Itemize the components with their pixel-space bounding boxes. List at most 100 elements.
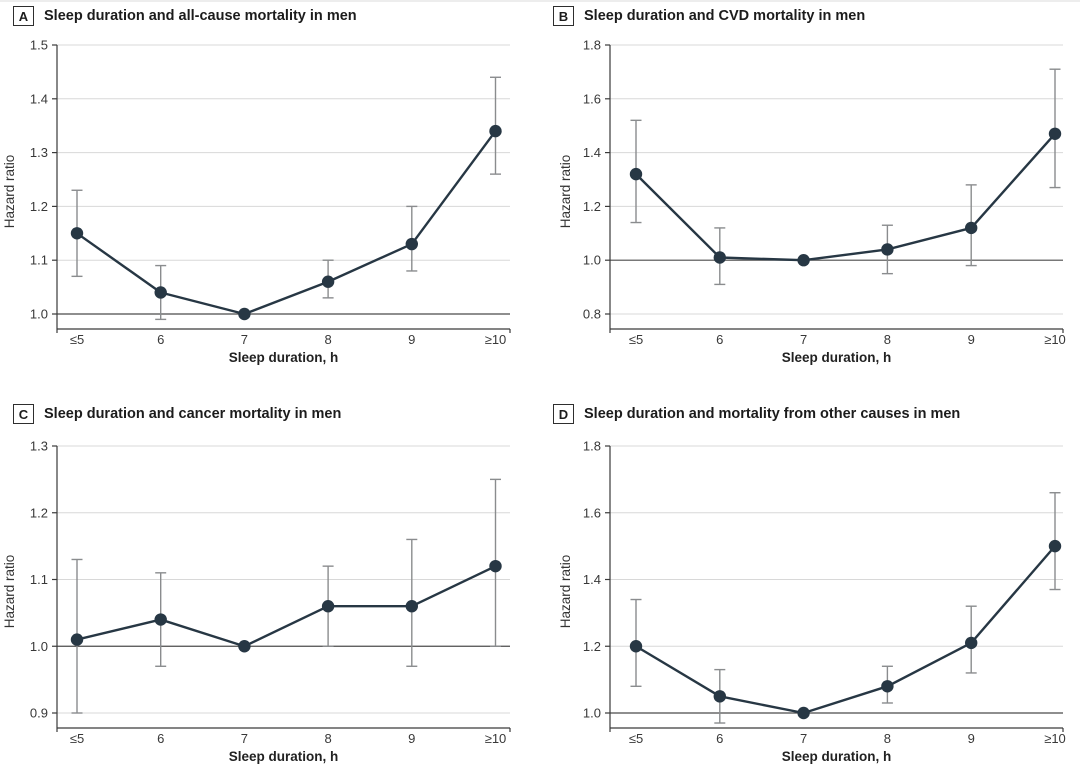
y-tick-label: 1.0 <box>30 307 48 322</box>
panel-label-badge: D <box>553 404 574 424</box>
y-tick-label: 0.8 <box>583 307 601 322</box>
plot-area: 0.8 1.0 1.2 1.4 1.6 1.8 ≤5 6 7 8 9 ≥10 Sleep duratio… <box>558 38 1066 366</box>
data-point <box>629 167 643 181</box>
y-tick-label: 1.6 <box>583 505 601 520</box>
y-tick-label: 1.6 <box>583 91 601 106</box>
x-axis-title: Sleep duration, h <box>229 749 339 764</box>
data-point <box>489 559 502 573</box>
y-tick-label: 1.4 <box>583 145 601 160</box>
data-point <box>965 636 978 650</box>
trend-line <box>76 130 497 316</box>
data-point <box>1048 127 1062 140</box>
panel-b-header: B Sleep duration and CVD mortality in me… <box>553 6 865 26</box>
y-tick-label: 1.4 <box>583 572 601 587</box>
x-axis-title: Sleep duration, h <box>782 350 892 365</box>
chart-d: 1.0 1.2 1.4 1.6 1.8 ≤5 6 7 8 9 ≥10 Sleep duration, … <box>558 439 1066 765</box>
x-axis-title: Sleep duration, h <box>782 749 892 764</box>
x-tick-label: 9 <box>408 731 415 746</box>
data-point <box>1048 539 1062 553</box>
x-tick-label: ≤5 <box>70 731 84 746</box>
panel-d: D Sleep duration and mortality from othe… <box>540 389 1080 776</box>
x-tick-label: 6 <box>157 332 164 347</box>
panel-a: A Sleep duration and all-cause mortality… <box>0 2 540 389</box>
plot-area: 0.9 1.0 1.1 1.2 1.3 ≤5 6 7 8 9 ≥10 Sleep duration, … <box>2 439 511 764</box>
data-point <box>797 254 810 267</box>
data-point <box>713 251 726 264</box>
trend-line <box>635 545 1056 715</box>
panel-title: Sleep duration and mortality from other … <box>584 406 961 422</box>
data-point <box>797 706 810 720</box>
x-tick-label: 7 <box>800 332 807 347</box>
panel-label-badge: C <box>13 404 34 424</box>
x-axis-title: Sleep duration, h <box>229 350 339 365</box>
panel-title: Sleep duration and CVD mortality in men <box>584 8 866 24</box>
panel-title: Sleep duration and cancer mortality in m… <box>44 406 342 422</box>
data-point <box>154 286 167 299</box>
y-axis-title: Hazard ratio <box>558 555 573 629</box>
y-tick-label: 1.8 <box>583 439 601 454</box>
x-tick-label: 8 <box>884 731 891 746</box>
panel-c-header: C Sleep duration and cancer mortality in… <box>13 404 341 424</box>
chart-c: 0.9 1.0 1.1 1.2 1.3 ≤5 6 7 8 9 ≥10 Sleep duration, … <box>2 439 511 764</box>
y-tick-label: 1.2 <box>583 199 601 214</box>
data-point <box>238 307 251 321</box>
panel-label-badge: A <box>13 6 34 26</box>
data-point <box>489 124 502 138</box>
x-tick-label: 9 <box>408 332 415 347</box>
x-tick-label: 6 <box>716 332 723 347</box>
y-tick-label: 1.3 <box>30 145 48 160</box>
y-tick-label: 1.0 <box>30 639 48 654</box>
trend-line <box>76 565 497 648</box>
y-tick-label: 1.2 <box>583 639 601 654</box>
x-tick-label: 8 <box>324 731 331 746</box>
x-tick-label: ≥10 <box>485 731 507 746</box>
data-point <box>881 680 894 693</box>
y-tick-label: 1.2 <box>30 199 48 214</box>
x-tick-label: 9 <box>968 731 975 746</box>
x-tick-label: 7 <box>241 731 248 746</box>
x-tick-label: 6 <box>157 731 164 746</box>
chart-b: 0.8 1.0 1.2 1.4 1.6 1.8 ≤5 6 7 8 9 ≥10 Sleep duratio… <box>558 38 1066 366</box>
x-tick-label: ≤5 <box>629 332 643 347</box>
y-tick-label: 1.0 <box>583 253 601 268</box>
x-tick-label: ≥10 <box>1044 731 1066 746</box>
y-tick-label: 1.5 <box>30 38 48 53</box>
data-point <box>405 237 418 251</box>
data-point <box>238 640 251 653</box>
panel-label-badge: B <box>553 6 574 26</box>
y-tick-label: 1.1 <box>30 253 48 268</box>
data-point <box>154 613 167 626</box>
data-point <box>70 227 84 240</box>
x-tick-label: ≥10 <box>1044 332 1066 347</box>
y-tick-label: 1.4 <box>30 91 48 106</box>
data-point <box>321 275 335 288</box>
data-point <box>881 243 894 256</box>
y-tick-label: 1.8 <box>583 38 601 53</box>
x-tick-label: 8 <box>324 332 331 347</box>
y-tick-label: 0.9 <box>30 706 48 721</box>
panel-d-header: D Sleep duration and mortality from othe… <box>553 404 960 424</box>
x-tick-label: 9 <box>968 332 975 347</box>
plot-area: 1.0 1.2 1.4 1.6 1.8 ≤5 6 7 8 9 ≥10 Sleep duration, … <box>558 439 1066 765</box>
data-point <box>965 221 978 235</box>
data-point <box>629 640 643 653</box>
x-tick-label: ≤5 <box>70 332 84 347</box>
y-tick-label: 1.0 <box>583 706 601 721</box>
y-axis-title: Hazard ratio <box>2 155 17 229</box>
data-point <box>405 600 418 613</box>
panel-b: B Sleep duration and CVD mortality in me… <box>540 2 1080 389</box>
y-tick-label: 1.2 <box>30 505 48 520</box>
y-axis-title: Hazard ratio <box>558 155 573 229</box>
data-point <box>70 633 84 646</box>
panel-title: Sleep duration and all-cause mortality i… <box>44 8 357 24</box>
x-tick-label: 7 <box>241 332 248 347</box>
chart-a: 1.0 1.1 1.2 1.3 1.4 1.5 ≤5 6 7 8 9 ≥10 Sleep duratio… <box>2 38 511 365</box>
data-point <box>713 690 726 703</box>
x-tick-label: ≥10 <box>485 332 507 347</box>
x-tick-label: 8 <box>884 332 891 347</box>
y-tick-label: 1.1 <box>30 572 48 587</box>
plot-area: 1.0 1.1 1.2 1.3 1.4 1.5 ≤5 6 7 8 9 ≥10 Sleep duratio… <box>2 38 511 365</box>
x-tick-label: 6 <box>716 731 723 746</box>
panel-c: C Sleep duration and cancer mortality in… <box>0 389 540 776</box>
